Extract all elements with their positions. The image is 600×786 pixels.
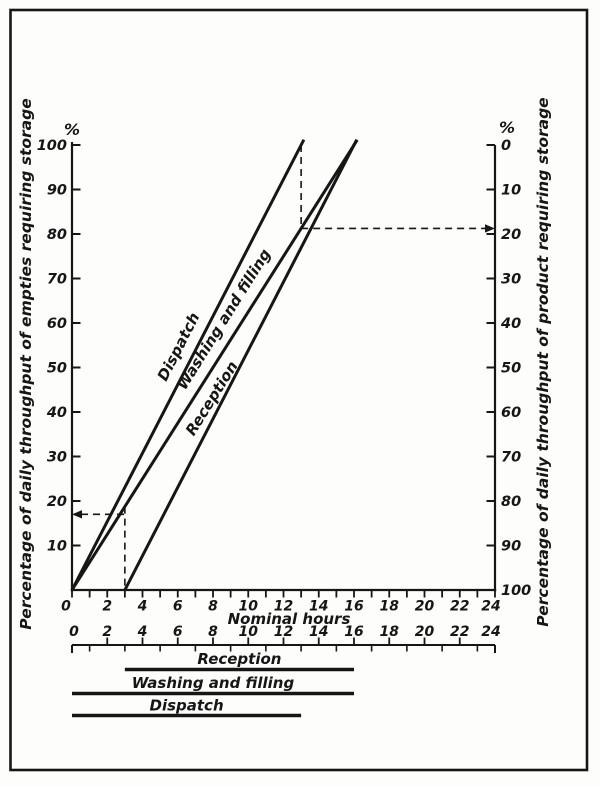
y-left-tick-label: 70 [47,272,67,288]
x-tick-label: 16 [344,599,364,615]
arrow-right-icon [485,224,495,233]
timeline-tick-label: 0 [69,624,79,640]
figure-frame [9,8,589,772]
series-line-washing-and-filling [70,139,359,591]
timeline-tick-label: 16 [344,624,364,640]
y-left-tick-label: 50 [47,361,67,377]
arrow-left-icon [72,510,82,519]
x-tick-label: 10 [239,599,259,615]
x-tick-label: 18 [380,599,400,615]
percent-symbol-left: % [64,120,80,139]
y-right-tick-label: 40 [500,316,521,332]
y-right-tick-label: 30 [501,272,521,288]
x-tick-label: 0 [61,599,71,615]
timeline-tick-label: 12 [274,624,293,640]
y-right-tick-label: 60 [501,405,521,421]
x-tick-label: 2 [102,599,112,615]
y-left-axis-title: Percentage of daily throughput of emptie… [17,98,35,630]
timeline-bar-label: Reception [197,650,281,668]
x-tick-label: 20 [415,599,435,615]
y-left-tick-label: 30 [47,450,67,466]
y-left-tick-label: 90 [47,183,67,199]
y-left-tick-label: 10 [47,539,67,555]
y-right-tick-label: 0 [501,138,511,154]
x-tick-label: 22 [450,599,469,615]
y-right-tick-label: 20 [501,227,521,243]
x-tick-label: 12 [274,599,293,615]
x-tick-label: 14 [309,599,328,615]
timeline-tick-label: 18 [380,624,400,640]
timeline-tick-label: 10 [239,624,259,640]
timeline-tick-label: 4 [137,624,148,640]
timeline-bar-label: Washing and filling [132,674,295,692]
y-right-tick-label: 70 [501,450,521,466]
y-right-tick-label: 10 [501,183,521,199]
series-line-reception [123,138,359,591]
x-tick-label: 4 [137,599,148,615]
timeline-tick-label: 22 [450,624,469,640]
timeline-tick-label: 8 [208,624,218,640]
timeline-tick-label: 6 [173,624,183,640]
x-tick-label: 8 [208,599,218,615]
y-left-tick-label: 80 [47,227,67,243]
y-left-tick-label: 60 [47,316,67,332]
y-right-axis-title: Percentage of daily throughput of produc… [534,97,552,626]
x-tick-label: 6 [173,599,183,615]
y-right-tick-label: 90 [501,539,521,555]
y-right-tick-label: 50 [501,361,521,377]
timeline-tick-label: 20 [415,624,435,640]
x-axis-title: Nominal hours [228,610,351,628]
y-left-tick-label: 40 [46,405,67,421]
y-left-tick-label: 100 [37,138,67,154]
y-left-tick-label: 20 [47,494,67,510]
timeline-bar-label: Dispatch [150,697,224,715]
timeline-tick-label: 2 [102,624,112,640]
y-right-tick-label: 80 [501,494,521,510]
timeline-tick-label: 24 [481,624,500,640]
percent-symbol-right: % [499,118,515,137]
timeline-tick-label: 14 [309,624,328,640]
y-right-tick-label: 100 [501,583,531,599]
x-tick-label: 24 [481,599,500,615]
